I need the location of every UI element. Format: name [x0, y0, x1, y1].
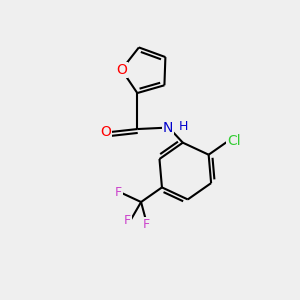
Text: Cl: Cl: [227, 134, 241, 148]
Text: O: O: [116, 63, 127, 77]
Text: F: F: [143, 218, 150, 231]
Text: F: F: [124, 214, 131, 227]
Text: N: N: [163, 121, 173, 135]
Text: H: H: [178, 121, 188, 134]
Text: O: O: [100, 125, 111, 139]
Text: F: F: [115, 186, 122, 200]
